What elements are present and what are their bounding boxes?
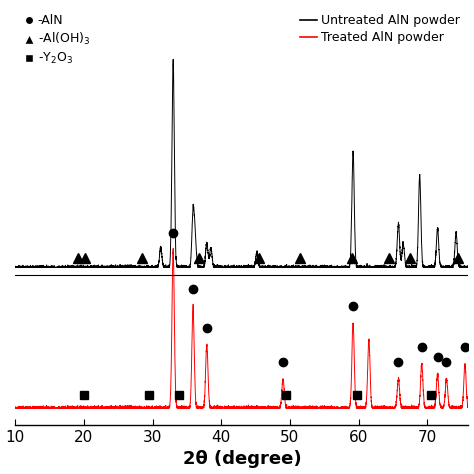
X-axis label: 2θ (degree): 2θ (degree): [182, 450, 301, 468]
Legend: Untreated AlN powder, Treated AlN powder: Untreated AlN powder, Treated AlN powder: [297, 12, 462, 46]
